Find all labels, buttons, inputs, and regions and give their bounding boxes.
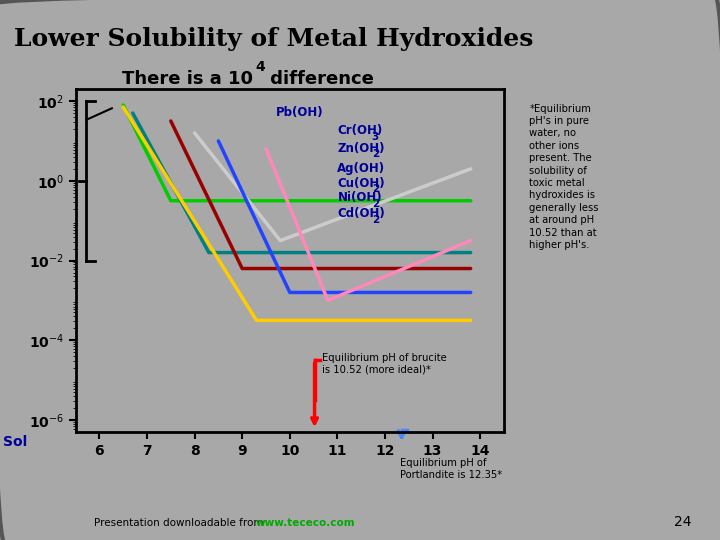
Text: Lower Solubility of Metal Hydroxides: Lower Solubility of Metal Hydroxides (14, 27, 534, 51)
FancyArrowPatch shape (398, 430, 405, 437)
Text: Equilibrium pH of
Portlandite is 12.35*: Equilibrium pH of Portlandite is 12.35* (400, 458, 502, 480)
Text: 2: 2 (372, 184, 379, 194)
Text: www.tececo.com: www.tececo.com (256, 518, 355, 529)
Text: 24: 24 (674, 516, 691, 530)
Text: *Equilibrium
pH's in pure
water, no
other ions
present. The
solubility of
toxic : *Equilibrium pH's in pure water, no othe… (529, 104, 599, 250)
Text: 2: 2 (372, 199, 379, 209)
Text: Sol: Sol (4, 435, 28, 449)
Text: 3: 3 (372, 132, 379, 142)
Text: Cr(OH): Cr(OH) (338, 124, 382, 138)
Text: Presentation downloadable from: Presentation downloadable from (94, 518, 266, 529)
Text: difference: difference (264, 70, 374, 87)
Text: Ag(OH): Ag(OH) (338, 163, 385, 176)
Text: Cd(OH): Cd(OH) (338, 207, 385, 220)
Text: 2: 2 (372, 215, 379, 225)
Text: Pb(OH): Pb(OH) (276, 106, 323, 119)
Text: Cu(OH): Cu(OH) (338, 177, 385, 190)
Text: 2: 2 (372, 149, 379, 159)
Text: Ni(OH): Ni(OH) (338, 191, 382, 204)
Text: Equilibrium pH of brucite
is 10.52 (more ideal)*: Equilibrium pH of brucite is 10.52 (more… (322, 353, 446, 374)
Text: There is a 10: There is a 10 (122, 70, 253, 87)
Text: 4: 4 (256, 60, 266, 75)
Text: Zn(OH): Zn(OH) (338, 141, 385, 154)
